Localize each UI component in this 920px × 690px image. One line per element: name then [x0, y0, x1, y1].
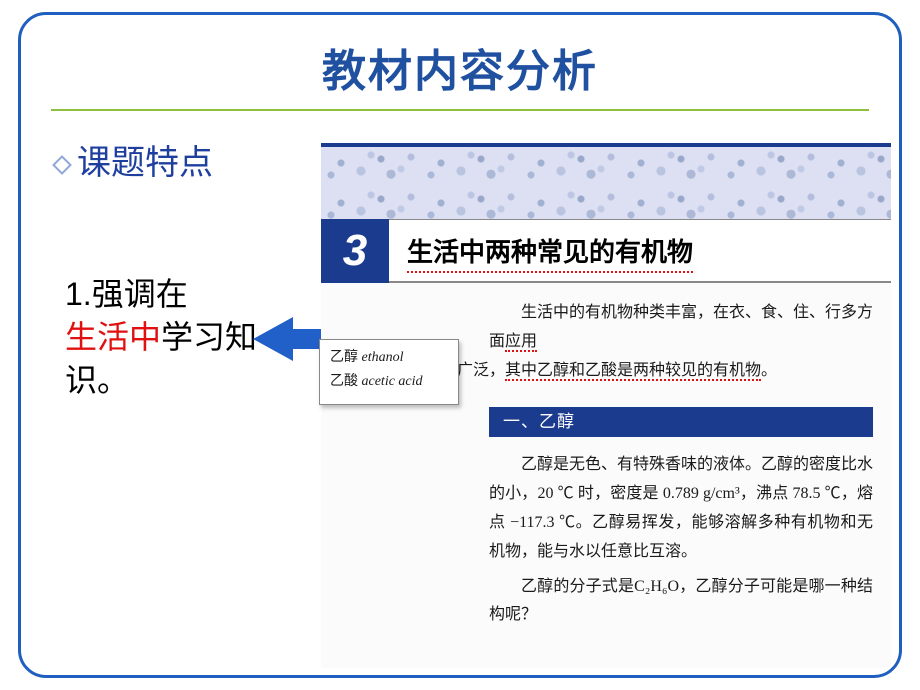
title-underline: [51, 109, 869, 111]
bullet-heading: 课题特点: [55, 135, 213, 184]
textbook-body: 生活中的有机物种类丰富，在衣、食、住、行多方面应用 广泛，其中乙醇和乙酸是两种较…: [321, 283, 891, 630]
slide-frame: 教材内容分析 课题特点 1.强调在 生活中学习知识。 3 生活中两种常见的有机物…: [18, 12, 902, 678]
ethanol-paragraph: 乙醇是无色、有特殊香味的液体。乙醇的密度比水的小，20 ℃ 时，密度是 0.78…: [489, 451, 873, 566]
section-number: 3: [321, 219, 389, 283]
diamond-bullet-icon: [52, 155, 72, 175]
vocab-item-1: 乙醇 ethanol: [330, 346, 448, 370]
textbook-header-pattern: [321, 147, 891, 219]
slide-title: 教材内容分析: [21, 15, 899, 99]
intro-underlined: 其中乙醇和乙酸是两种较见的有机物: [505, 362, 761, 381]
sub-section-title: 一、乙醇: [503, 407, 575, 438]
section-header-bar: 3 生活中两种常见的有机物: [321, 219, 891, 283]
vocab-item-2: 乙酸 acetic acid: [330, 370, 448, 394]
section-title: 生活中两种常见的有机物: [407, 232, 693, 269]
intro-paragraph: 生活中的有机物种类丰富，在衣、食、住、行多方面应用 广泛，其中乙醇和乙酸是两种较…: [489, 299, 873, 385]
red-dotted-underline: [407, 271, 693, 273]
point-highlight: 生活中: [65, 319, 161, 355]
textbook-excerpt: 3 生活中两种常见的有机物 生活中的有机物种类丰富，在衣、食、住、行多方面应用 …: [321, 143, 891, 668]
sub-section-bar: 一、乙醇: [489, 407, 873, 437]
bullet-heading-text: 课题特点: [77, 144, 213, 182]
vocabulary-box: 乙醇 ethanol 乙酸 acetic acid: [319, 339, 459, 405]
key-point-text: 1.强调在 生活中学习知识。: [65, 273, 265, 403]
point-prefix: 1.强调在: [65, 276, 188, 312]
ethanol-formula-paragraph: 乙醇的分子式是C₂H₆O，乙醇分子可能是哪一种结构呢？: [489, 573, 873, 631]
